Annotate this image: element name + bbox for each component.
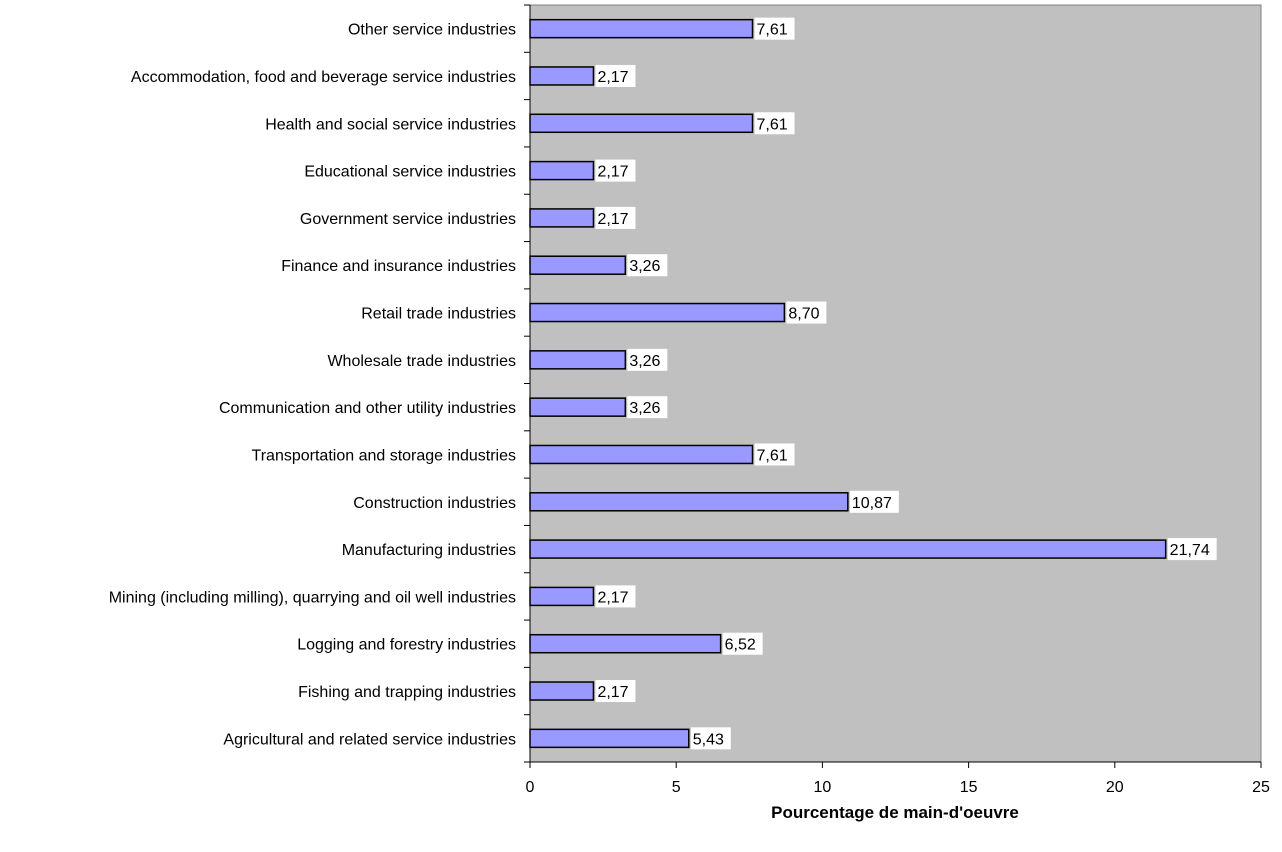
data-label: 10,87 (852, 495, 892, 512)
data-label: 3,26 (629, 258, 660, 275)
data-label: 7,61 (757, 116, 788, 133)
x-tick-label: 15 (960, 779, 978, 796)
data-label: 3,26 (629, 400, 660, 417)
data-label-background (722, 632, 763, 655)
category-label: Construction industries (353, 495, 516, 512)
data-label-background (849, 490, 899, 513)
bar (529, 255, 627, 275)
category-label: Fishing and trapping industries (298, 684, 516, 701)
data-label-background (595, 159, 636, 182)
category-label: Logging and forestry industries (297, 637, 516, 654)
data-label: 21,74 (1170, 542, 1210, 559)
x-tick-label: 0 (526, 779, 535, 796)
category-label: Other service industries (348, 22, 516, 39)
data-label: 7,61 (757, 447, 788, 464)
data-label: 2,17 (597, 164, 628, 181)
data-label-background (786, 301, 827, 324)
data-label-background (627, 396, 668, 419)
category-label: Agricultural and related service industr… (223, 731, 516, 748)
category-label: Communication and other utility industri… (219, 400, 516, 417)
bar (529, 350, 627, 370)
data-label-background (595, 64, 636, 87)
bar (529, 113, 754, 134)
category-label: Finance and insurance industries (281, 258, 516, 275)
data-label-background (627, 348, 668, 371)
category-label: Transportation and storage industries (252, 447, 516, 464)
data-label: 3,26 (629, 353, 660, 370)
bar (529, 66, 595, 86)
data-label: 2,17 (597, 211, 628, 228)
data-label: 2,17 (597, 69, 628, 86)
category-label: Health and social service industries (265, 116, 516, 133)
bar (529, 492, 849, 512)
category-label: Manufacturing industries (342, 542, 516, 559)
category-label: Mining (including milling), quarrying an… (109, 589, 516, 606)
data-label-background (754, 17, 795, 40)
bar (529, 539, 1167, 559)
bar (529, 302, 786, 323)
bar (529, 586, 595, 607)
bars-layer (529, 18, 1167, 749)
data-label-background (1167, 538, 1217, 561)
labels-layer: Agricultural and related service industr… (109, 17, 1217, 750)
data-label-background (595, 680, 636, 703)
bar (529, 681, 595, 701)
bar (529, 633, 722, 654)
category-label: Accommodation, food and beverage service… (131, 69, 516, 86)
data-label-background (754, 443, 795, 466)
x-tick-label: 25 (1252, 779, 1270, 796)
data-label: 2,17 (597, 684, 628, 701)
bar (529, 160, 595, 181)
data-label-background (595, 206, 636, 229)
bar (529, 397, 627, 417)
category-label: Educational service industries (304, 164, 516, 181)
data-label-background (627, 254, 668, 277)
category-label: Wholesale trade industries (327, 353, 516, 370)
x-axis-title: Pourcentage de main-d'oeuvre (771, 803, 1019, 822)
category-label: Government service industries (300, 211, 516, 228)
data-label-background (595, 585, 636, 608)
bar (529, 444, 754, 465)
bar (529, 18, 754, 39)
bar (529, 208, 595, 228)
data-label: 5,43 (693, 731, 724, 748)
bar (529, 728, 690, 749)
data-label: 8,70 (788, 306, 819, 323)
axes: 0 5 10 15 20 25 (524, 4, 1270, 796)
x-tick-label: 20 (1106, 779, 1124, 796)
data-label-background (690, 727, 731, 750)
data-label: 6,52 (725, 637, 756, 654)
data-label: 7,61 (757, 22, 788, 39)
data-label: 2,17 (597, 589, 628, 606)
x-tick-label: 5 (672, 779, 681, 796)
category-label: Retail trade industries (361, 306, 516, 323)
data-label-background (754, 112, 795, 135)
x-tick-label: 10 (814, 779, 832, 796)
